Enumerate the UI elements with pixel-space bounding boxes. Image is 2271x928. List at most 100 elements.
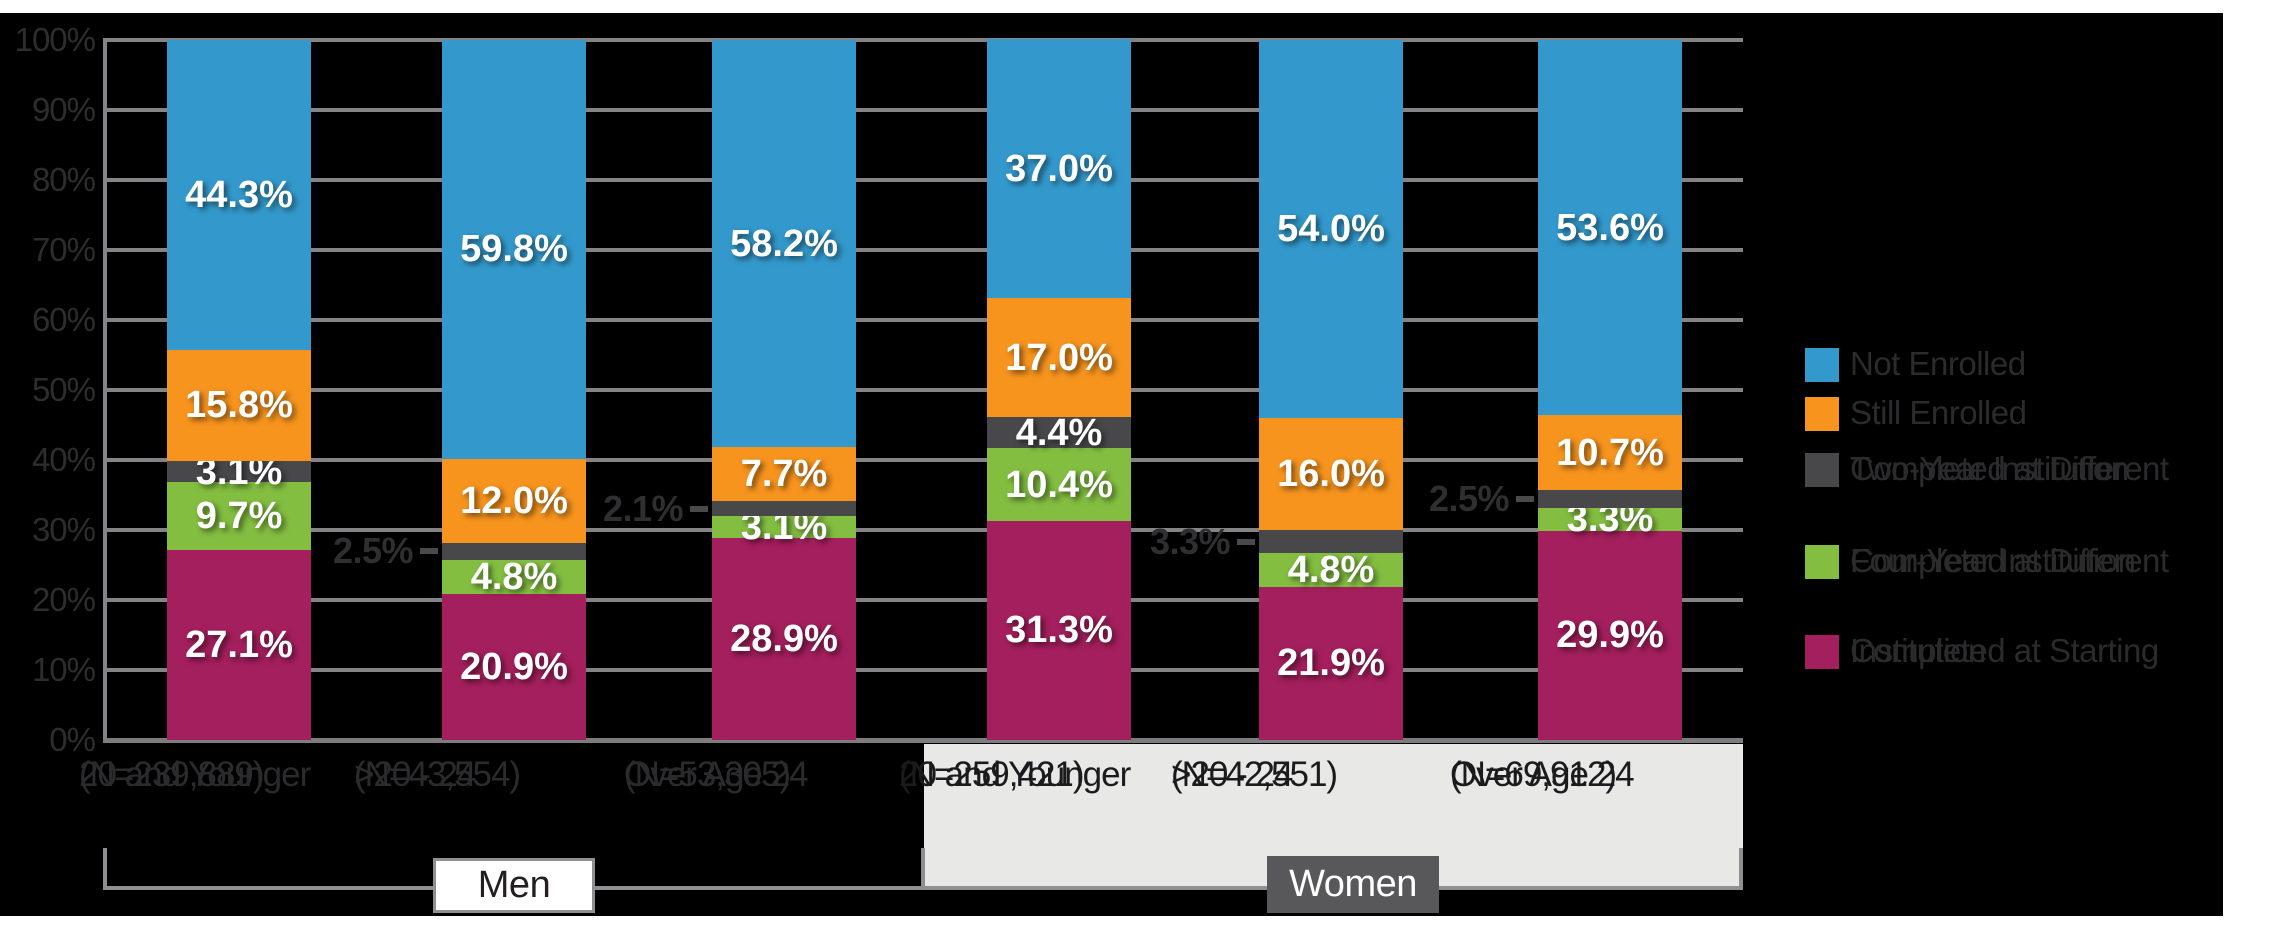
bar-value-label: 37.0%: [1005, 147, 1113, 190]
x-axis-category-name: >20 - 24: [354, 755, 476, 794]
bar-value-label: 4.8%: [1287, 548, 1375, 591]
x-axis-category-name: 20 and Younger: [899, 755, 1131, 794]
y-axis-tick-label: 90%: [31, 91, 96, 128]
bar-value-label: 9.7%: [195, 495, 283, 538]
bar-segment: [442, 593, 586, 740]
bar-segment: [712, 447, 856, 502]
bar-value-label: 16.0%: [1277, 453, 1385, 495]
y-axis-tick-label: 40%: [31, 441, 96, 478]
callout-label: 2.5%: [332, 530, 414, 572]
gridline: [103, 38, 1743, 42]
callout-dash: [420, 548, 438, 555]
gridline: [103, 388, 1743, 392]
bar-value-label: 12.0%: [460, 479, 568, 522]
bar-value-label: 17.0%: [1005, 336, 1113, 379]
callout: 2.5%: [1234, 475, 1534, 523]
bar-segment: [1259, 418, 1403, 530]
men-group-box: Men: [433, 858, 595, 913]
bar-segment: [442, 40, 586, 459]
bar-value-label: 31.3%: [1005, 609, 1113, 652]
callout-label: 3.3%: [1149, 520, 1231, 562]
x-axis-category-n: (N=239,889): [79, 755, 265, 794]
gridline: [103, 458, 1743, 462]
y-axis-tick-label: 80%: [31, 161, 96, 198]
gridline: [103, 668, 1743, 672]
bar-value-label: 4.4%: [1015, 411, 1103, 454]
bar-segment: [1538, 490, 1682, 508]
men-bracket-vertical: [103, 848, 107, 890]
callout: 2.1%: [408, 485, 708, 533]
bar-value-label: 10.7%: [1556, 431, 1664, 474]
bar-segment: [712, 501, 856, 516]
bar-segment: [712, 537, 856, 740]
callout-dash: [690, 505, 708, 512]
x-axis-category-name: 20 and Younger: [79, 755, 311, 794]
gridline: [103, 248, 1743, 252]
bar-segment: [1538, 40, 1682, 416]
bar-segment: [987, 417, 1131, 449]
bar-segment: [167, 350, 311, 461]
y-axis-tick-label: 100%: [14, 21, 96, 58]
callout-label: 2.1%: [602, 487, 684, 529]
y-axis-tick-label: 20%: [31, 581, 96, 618]
bar-value-label: 15.8%: [185, 384, 293, 427]
men-group-label: Men: [477, 864, 551, 906]
x-axis-category-name: >20 - 24: [1171, 755, 1293, 794]
bar-segment: [987, 520, 1131, 740]
gridline: [103, 528, 1743, 532]
bar-segment: [167, 460, 311, 483]
bar-value-label: 4.8%: [470, 555, 558, 598]
bar-segment: [987, 39, 1131, 299]
bar-segment: [1259, 40, 1403, 418]
bar-segment: [167, 550, 311, 740]
bar-value-label: 10.4%: [1005, 463, 1113, 506]
bar-segment: [987, 298, 1131, 418]
gridline: [103, 108, 1743, 112]
y-axis-tick-label: 60%: [31, 301, 96, 338]
bar-value-label: 28.9%: [730, 617, 838, 660]
bar-segment: [712, 40, 856, 448]
x-axis-category-name: Over Age 24: [1450, 755, 1635, 794]
bar-value-label: 59.8%: [460, 228, 568, 271]
x-axis-category-n: (N=69,912): [1450, 755, 1617, 794]
bar-value-label: 21.9%: [1277, 642, 1385, 685]
women-bracket-left: [921, 848, 925, 890]
bar-segment: [1259, 530, 1403, 554]
x-axis-category-n: (N=53,305): [624, 755, 791, 794]
y-axis-tick-label: 50%: [31, 371, 96, 408]
gridline: [103, 598, 1743, 602]
bar-value-label: 20.9%: [460, 645, 568, 688]
callout-dash: [1516, 495, 1534, 502]
bar-value-label: 7.7%: [740, 453, 828, 496]
bar-segment: [712, 516, 856, 538]
bar-segment: [442, 458, 586, 543]
women-group-label: Women: [1289, 863, 1417, 905]
bar-segment: [167, 40, 311, 351]
bar-segment: [442, 560, 586, 594]
y-axis-line: [103, 40, 107, 743]
y-axis-tick-label: 10%: [31, 651, 96, 688]
bar-value-label: 29.9%: [1556, 614, 1664, 657]
bar-segment: [167, 482, 311, 551]
y-axis-tick-label: 30%: [31, 511, 96, 548]
callout-dash: [1237, 538, 1255, 545]
bar-segment: [442, 542, 586, 561]
x-axis-line: [103, 738, 1743, 743]
y-axis-tick-label: 70%: [31, 231, 96, 268]
women-group-box: Women: [1267, 856, 1439, 913]
bar-segment: [1259, 586, 1403, 740]
callout-label: 2.5%: [1428, 477, 1510, 519]
y-axis-tick-label: 0%: [49, 721, 96, 758]
bar-segment: [1538, 507, 1682, 531]
bar-value-label: 58.2%: [730, 222, 838, 265]
bar-value-label: 44.3%: [185, 174, 293, 217]
x-axis-category-n: (N=259,421): [899, 755, 1085, 794]
bar-value-label: 53.6%: [1556, 206, 1664, 249]
bar-value-label: 54.0%: [1277, 208, 1385, 250]
callout: 3.3%: [955, 518, 1255, 566]
bar-value-label: 27.1%: [185, 624, 293, 667]
bar-segment: [1538, 530, 1682, 740]
x-axis-category-n: (N=43,554): [354, 755, 521, 794]
